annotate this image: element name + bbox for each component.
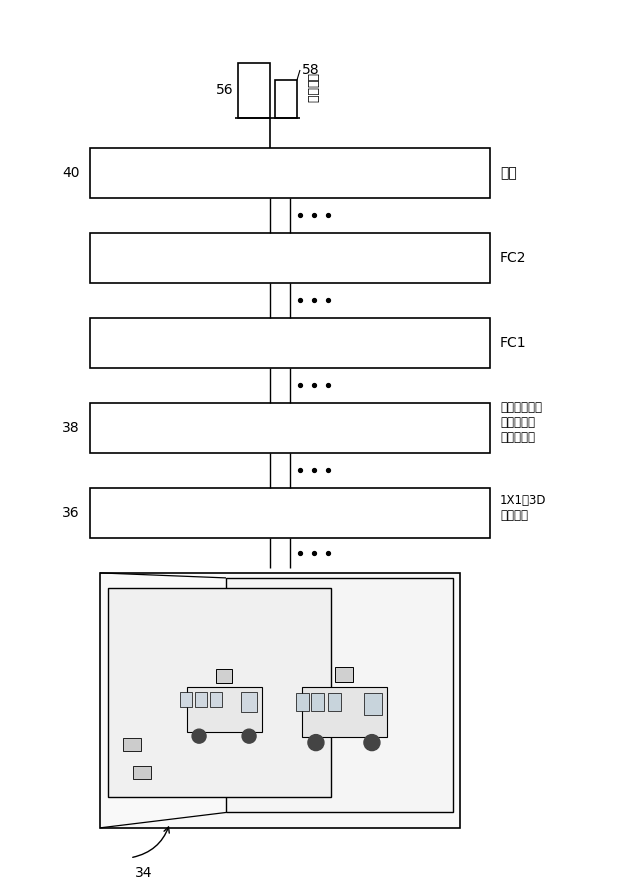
Text: FC2: FC2: [500, 251, 527, 265]
Bar: [108, 588, 332, 797]
Bar: [187, 687, 262, 732]
Bar: [364, 692, 382, 714]
Bar: [275, 80, 297, 118]
Bar: [180, 692, 192, 707]
Circle shape: [242, 729, 256, 743]
Bar: [123, 738, 141, 751]
Circle shape: [308, 735, 324, 751]
Text: 38: 38: [62, 421, 80, 435]
Bar: [328, 692, 341, 711]
Bar: [195, 692, 207, 707]
Bar: [335, 667, 353, 682]
Bar: [90, 148, 490, 198]
Text: 34: 34: [135, 865, 152, 880]
Text: 1X1の3D
界み込み: 1X1の3D 界み込み: [500, 494, 547, 522]
Bar: [311, 692, 324, 711]
Bar: [90, 488, 490, 538]
Text: 出力: 出力: [500, 166, 516, 180]
Text: 離床層度: 離床層度: [305, 73, 318, 103]
Bar: [216, 669, 232, 683]
Bar: [226, 578, 453, 812]
Bar: [241, 692, 257, 713]
Text: 56: 56: [216, 83, 234, 97]
Bar: [90, 318, 490, 368]
Bar: [90, 403, 490, 453]
Text: 40: 40: [63, 166, 80, 180]
Text: 58: 58: [302, 63, 319, 77]
Text: 36: 36: [62, 506, 80, 520]
Bar: [302, 687, 387, 736]
Bar: [238, 63, 270, 118]
Text: FC1: FC1: [500, 336, 527, 350]
Bar: [296, 692, 309, 711]
Bar: [210, 692, 222, 707]
Bar: [90, 233, 490, 283]
Bar: [100, 573, 460, 828]
Circle shape: [364, 735, 380, 751]
Circle shape: [192, 729, 206, 743]
Text: コンテキスト
アウェアな
プーリング: コンテキスト アウェアな プーリング: [500, 401, 542, 445]
Bar: [133, 766, 151, 779]
